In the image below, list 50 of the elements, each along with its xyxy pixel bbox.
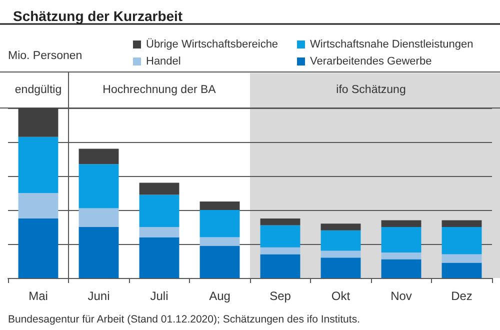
text: Hochrechnung der BA [102,84,216,96]
x-tick-label: Nov [390,289,412,303]
bar [381,220,422,227]
x-tick-label: Dez [451,289,472,303]
legend-label: Handel [146,56,181,68]
x-tick-label: Sep [270,289,292,303]
bar [78,208,119,227]
y-axis-title: Mio. Personen [8,50,82,62]
chart-title: Schätzung der Kurzarbeit [13,8,183,24]
bar [18,136,58,193]
bar [442,220,482,227]
bar [200,246,240,278]
bar [442,262,482,278]
bar [200,210,240,238]
bar [320,258,361,278]
bar [78,164,119,208]
bar [320,224,361,230]
bar [442,254,482,263]
bar [78,227,119,278]
bar [18,108,58,137]
bar [200,202,240,210]
x-tick-label: Juli [150,289,168,303]
bar [78,148,119,164]
x-tick-label: Juni [88,289,110,303]
legend-label: Wirtschaftsnahe Dienstleistungen [310,38,474,50]
bar [139,194,180,227]
bar [18,218,58,278]
bar [18,193,58,218]
bar [139,227,180,238]
text: Bundesagentur für Arbeit (Stand 01.12.2020); Schätzungen des ifo Instituts. [8,314,360,326]
x-tick-label: Okt [331,289,351,303]
bar [381,252,422,260]
legend-label: Übrige Wirtschaftsbereiche [146,38,278,50]
text: endgültig [14,84,62,96]
legend-label: Verarbeitendes Gewerbe [310,56,432,68]
bar [260,225,300,248]
bar [320,230,361,251]
bar [260,247,300,254]
bar [139,182,180,195]
bar [139,237,180,278]
bar [381,259,422,278]
bar [320,250,361,258]
bar [381,227,422,252]
bar [442,227,482,254]
x-tick-label: Aug [209,289,230,303]
bar [200,237,240,246]
band-label: ifo Schätzung [336,84,406,96]
x-tick-label: Mai [28,289,48,303]
bar [260,254,300,278]
bar [260,218,300,226]
